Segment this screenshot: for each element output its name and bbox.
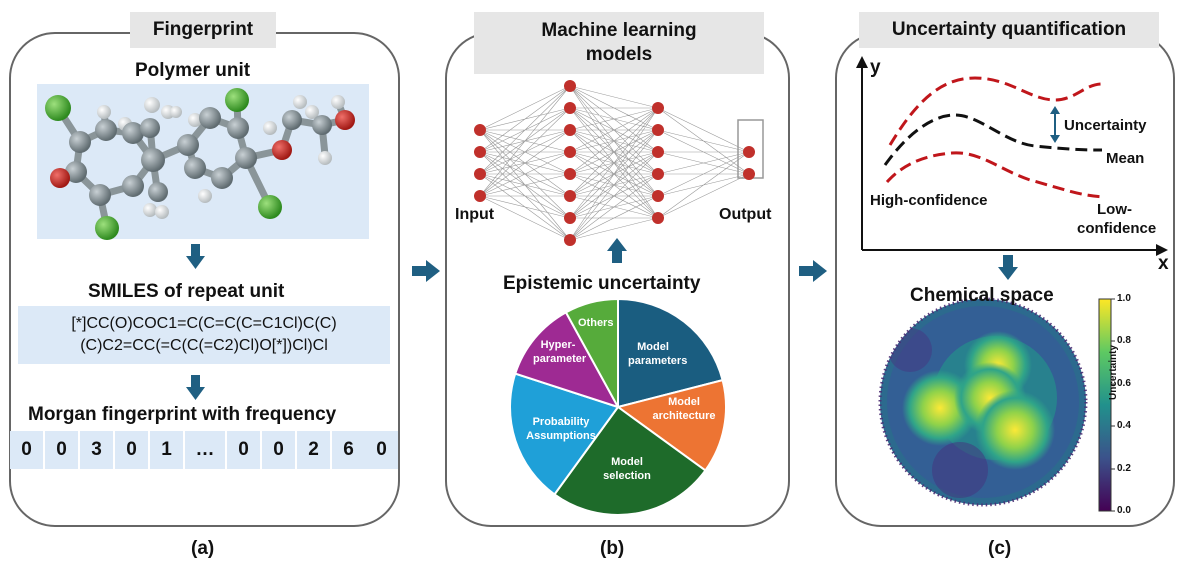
pie-slice [564,297,619,408]
colorbar [1098,298,1112,512]
high-confidence-label: High-confidence [870,192,988,209]
fingerprint-cell: 0 [365,431,398,469]
colorbar-tick: 1.0 [1117,293,1131,304]
smiles-line-1: [*]CC(O)COC1=C(C=C(C=C1Cl)C(C) [71,315,337,332]
pie-slice [553,405,707,516]
pie-slice [617,297,724,409]
colorbar-ticks [1111,298,1115,512]
uncertainty-label: Uncertainty [1064,117,1147,134]
down-arrow-icon [186,375,205,400]
polymer-unit-title: Polymer unit [135,60,251,81]
pie-slice [615,378,727,472]
fingerprint-cell: 0 [115,431,148,469]
pie-label-hyper-parameter: Hyper-parameter [533,339,587,365]
molecule-atoms [45,88,355,240]
colorbar-tick: 0.8 [1117,335,1131,346]
chemical-space-title: Chemical space [910,285,1054,306]
colorbar-tick: 0.4 [1117,420,1131,431]
right-arrow-icon [799,260,827,282]
mean-label: Mean [1106,150,1145,167]
fingerprint-header: Fingerprint [130,12,276,48]
colorbar-label: Uncertainty [1108,344,1119,400]
pie-label-probability-assumptions: Probability Assumptions [526,416,596,442]
pie-label-model-selection: Model selection [603,456,651,482]
fingerprint-cell: 0 [45,431,78,469]
network-nodes [474,80,755,246]
fingerprint-cell: … [185,431,225,469]
uq-axes [856,56,1168,256]
pie-chart [509,297,727,516]
caption-c: (c) [988,538,1012,559]
colorbar-tick: 0.2 [1117,463,1131,474]
low-confidence-label: Low-confidence [1077,201,1157,237]
morgan-title: Morgan fingerprint with frequency [28,404,337,425]
x-axis-label: x [1158,253,1169,274]
smiles-box [18,306,390,364]
uncertainty-double-arrow [1050,106,1060,143]
y-axis-label: y [870,57,881,78]
upper-bound-curve [888,76,1103,146]
down-arrow-icon [186,244,205,269]
pie-title: Epistemic uncertainty [503,273,701,294]
pie-label-model-architecture: Model architecture [652,396,716,422]
colorbar-tick: 0.0 [1117,505,1131,516]
fingerprint-cell: 0 [10,431,43,469]
chemical-space-scatter [878,297,1088,507]
pie-slice [509,372,620,496]
lower-bound-curve [885,151,1106,199]
right-arrow-icon [412,260,440,282]
fingerprint-cell: 1 [150,431,183,469]
fingerprint-cell: 2 [297,431,330,469]
caption-b: (b) [600,538,625,559]
pie-label-others: Others [578,317,614,329]
smiles-line-2: (C)C2=CC(=C(C(=C2)Cl)O[*])Cl)Cl [80,337,328,354]
output-label: Output [719,206,772,223]
pie-slice [514,311,621,409]
pie-label-model-parameters: Model parameters [628,341,688,367]
smiles-title: SMILES of repeat unit [88,281,285,302]
fingerprint-cell: 3 [80,431,113,469]
fingerprint-cell: 0 [227,431,260,469]
caption-a: (a) [191,538,215,559]
colorbar-tick: 0.6 [1117,378,1131,389]
down-arrow-icon [998,255,1018,280]
input-label: Input [455,206,495,223]
up-arrow-icon [607,238,627,263]
network-edges [479,85,750,241]
uncertainty-header: Uncertainty quantification [859,12,1159,48]
mean-curve [883,113,1103,166]
fingerprint-cell: 0 [262,431,295,469]
ml-models-header: Machine learning models [474,12,764,74]
fingerprint-cell: 6 [332,431,365,469]
